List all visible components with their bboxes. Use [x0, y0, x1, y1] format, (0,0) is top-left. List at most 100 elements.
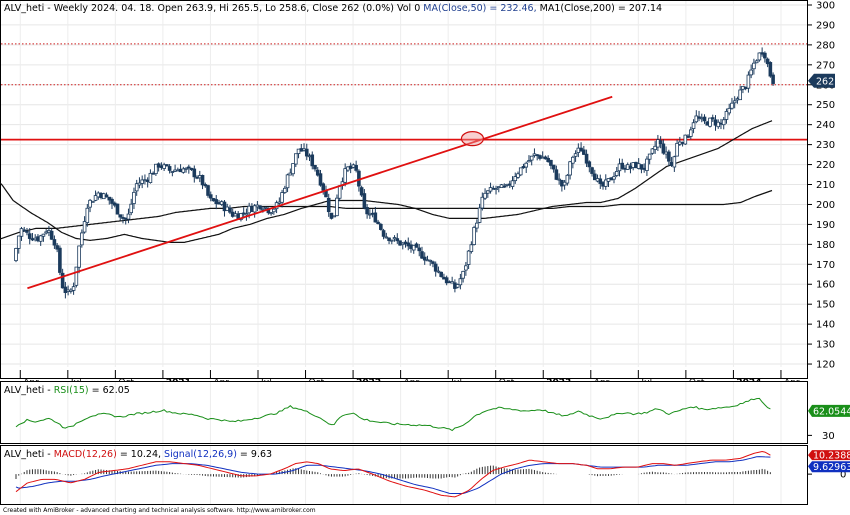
candle-body — [746, 74, 751, 89]
candle — [477, 203, 482, 224]
candle — [115, 203, 120, 215]
candle-body — [156, 163, 161, 168]
candle-body — [603, 179, 608, 187]
candle — [551, 164, 556, 173]
candle-body — [206, 185, 210, 196]
candle — [165, 164, 169, 167]
ytick-label-300: 300 — [816, 0, 835, 11]
candlesticks — [14, 47, 775, 299]
ytick-label-200: 200 — [816, 200, 835, 211]
macd-header: ALV_heti - MACD(12,26) = 10.24, Signal(1… — [4, 449, 272, 460]
candle-body — [708, 117, 712, 127]
candle-body — [203, 184, 208, 187]
candle-body — [310, 154, 315, 167]
candle — [365, 204, 369, 219]
candle — [74, 266, 79, 288]
candle-body — [58, 247, 62, 273]
candle-body — [431, 261, 435, 264]
candle-body — [433, 263, 438, 272]
candle-body — [283, 187, 287, 193]
candle-body — [510, 180, 515, 187]
candle — [381, 228, 386, 240]
candle-body — [379, 223, 383, 230]
candle-body — [208, 194, 213, 199]
candle — [137, 177, 142, 189]
candle — [387, 237, 391, 245]
candle-body — [285, 174, 290, 189]
candle-body — [71, 286, 76, 291]
candle-body — [395, 238, 400, 242]
candle-body — [82, 221, 87, 233]
candle — [653, 141, 657, 154]
candle-body — [354, 165, 358, 171]
candle-body — [543, 156, 548, 160]
candle — [582, 145, 586, 155]
candle-body — [590, 167, 594, 174]
candle-body — [304, 148, 309, 157]
candle — [732, 96, 737, 109]
candle — [244, 208, 249, 221]
candle — [510, 176, 515, 190]
horizontal-levels — [1, 43, 807, 141]
candle — [483, 188, 487, 200]
candle-body — [727, 107, 732, 114]
candle — [392, 235, 397, 242]
candle — [672, 155, 677, 172]
price-pane: 120 130 140 150 160 170 180 190 200 210 220 230 240 2… — [0, 0, 835, 388]
macd-line — [15, 450, 771, 498]
candle — [486, 190, 490, 198]
candle-body — [691, 122, 696, 129]
candle — [335, 194, 339, 217]
candle-body — [647, 153, 652, 160]
candle-body — [461, 270, 465, 279]
candle — [494, 185, 498, 195]
candle — [675, 139, 679, 157]
ytick-label-210: 210 — [816, 180, 835, 191]
candle — [584, 149, 589, 167]
candle — [527, 155, 531, 163]
candle — [683, 134, 688, 145]
candle-body — [518, 167, 523, 176]
candle-body — [702, 116, 707, 122]
ytick-label-220: 220 — [816, 160, 835, 171]
macd-lines — [15, 450, 771, 498]
macd-axis: 0 — [807, 470, 846, 481]
candle-body — [134, 183, 139, 192]
candle-body — [362, 193, 367, 209]
candle-body — [417, 247, 422, 252]
candle-body — [162, 164, 166, 169]
candle — [480, 192, 485, 211]
candle-body — [557, 178, 561, 181]
candle-body — [126, 213, 131, 220]
candle-body — [55, 245, 59, 250]
candle-body — [22, 229, 27, 232]
candle — [52, 235, 57, 249]
candle — [422, 252, 427, 265]
candle — [27, 228, 32, 245]
candle — [304, 143, 309, 161]
candle-body — [529, 155, 534, 161]
candle — [661, 139, 666, 155]
candle — [140, 175, 144, 189]
candle-body — [16, 235, 21, 249]
candle — [285, 173, 290, 193]
candle — [414, 242, 419, 248]
candle-body — [293, 153, 298, 165]
ytick-label-130: 130 — [816, 340, 835, 351]
candle — [318, 169, 323, 187]
candle-body — [181, 168, 186, 173]
candle-body — [420, 251, 424, 259]
candle-body — [343, 168, 347, 183]
candle-body — [571, 156, 575, 164]
rsi-value-badge — [808, 404, 850, 417]
candle — [126, 208, 131, 224]
candle — [450, 276, 454, 284]
last-price-label: 262 — [816, 76, 834, 87]
candle-body — [326, 197, 331, 213]
candle-body — [244, 213, 249, 216]
candle-body — [768, 62, 773, 77]
candle — [746, 71, 751, 93]
candle — [639, 164, 644, 174]
candle-body — [527, 160, 531, 163]
